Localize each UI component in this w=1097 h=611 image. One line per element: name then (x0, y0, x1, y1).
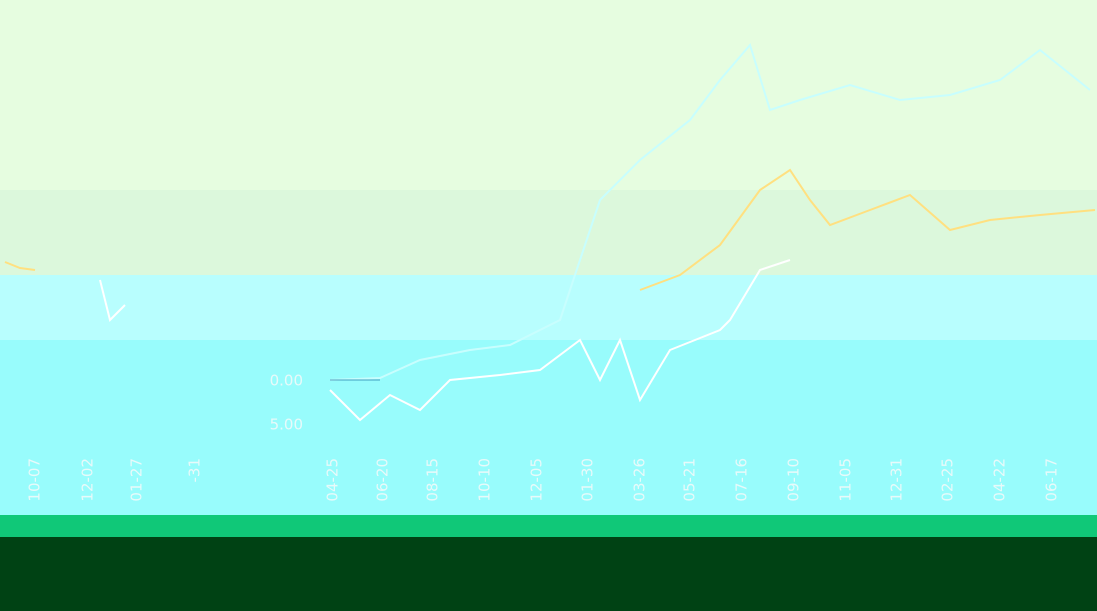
x-tick-label: 01-30 (579, 458, 597, 502)
footer-bar (0, 537, 1097, 611)
x-tick-label: 10-07 (26, 458, 44, 502)
x-tick-label: -31 (186, 458, 204, 483)
x-tick-label: 11-05 (837, 458, 855, 502)
x-tick-label: 05-21 (681, 458, 699, 502)
series-line (99, 279, 126, 322)
y-tick-label: 0.00 (270, 372, 303, 390)
x-tick-label: 06-17 (1043, 458, 1061, 502)
x-tick-label: 02-25 (939, 458, 957, 502)
series-line (329, 259, 791, 422)
x-tick-label: 06-20 (374, 458, 392, 502)
y-tick-label: 5.00 (270, 416, 303, 434)
x-tick-label: 12-31 (888, 458, 906, 502)
x-tick-label: 09-10 (785, 458, 803, 502)
band (0, 515, 1097, 537)
series-line (4, 261, 36, 271)
x-tick-label: 08-15 (424, 458, 442, 502)
band (0, 275, 1097, 340)
band (0, 0, 1097, 190)
x-tick-label: 03-26 (631, 458, 649, 502)
x-tick-label: 10-10 (476, 458, 494, 502)
band (0, 340, 1097, 515)
band (0, 190, 1097, 275)
x-tick-label: 12-05 (528, 458, 546, 502)
x-tick-label: 04-22 (991, 458, 1009, 502)
series-line (329, 42, 1091, 381)
series-line (639, 168, 1096, 291)
x-tick-label: 01-27 (128, 458, 146, 502)
x-tick-label: 07-16 (733, 458, 751, 502)
x-tick-label: 04-25 (324, 458, 342, 502)
x-tick-label: 12-02 (79, 458, 97, 502)
